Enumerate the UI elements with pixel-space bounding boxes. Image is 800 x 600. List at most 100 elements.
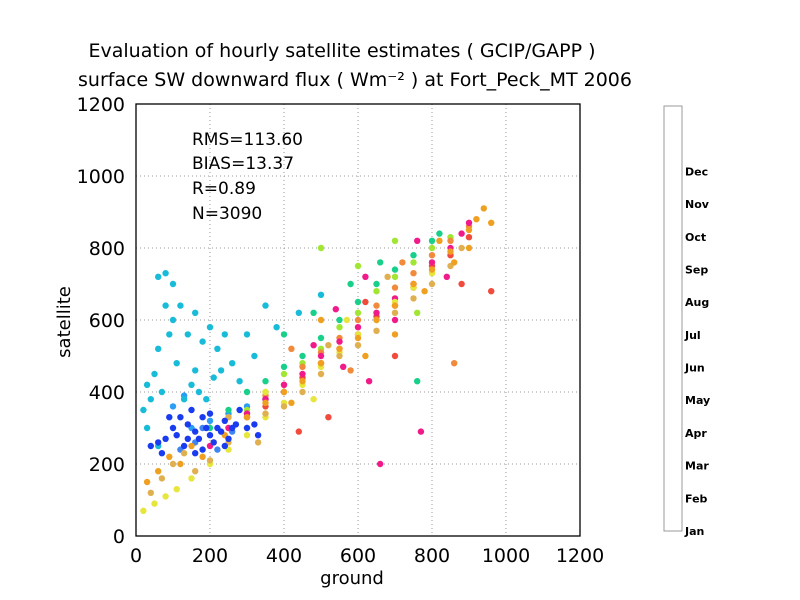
stat-rms: RMS=113.60 (192, 130, 303, 150)
point-mar-12 (229, 360, 236, 367)
point-mar-36 (192, 367, 199, 374)
x-tick-label: 1200 (556, 545, 604, 567)
x-tick-label: 400 (266, 545, 302, 567)
point-dec-12 (236, 406, 243, 414)
point-nov-20 (465, 226, 473, 234)
point-may-6 (354, 309, 362, 316)
point-jun-4 (299, 363, 306, 370)
point-mar-15 (173, 360, 180, 367)
point-nov-15 (373, 316, 380, 324)
colorbar-label-dec: Dec (685, 165, 708, 178)
stat-r: R=0.89 (192, 179, 256, 199)
point-oct-12 (336, 352, 343, 360)
point-nov-17 (410, 280, 417, 288)
point-apr-13 (280, 331, 288, 338)
point-aug-9 (373, 309, 380, 316)
colorbar-label-oct: Oct (685, 231, 706, 244)
point-jul-12 (465, 234, 473, 241)
colorbar-label-aug: Aug (685, 296, 709, 309)
point-dec-13 (243, 424, 251, 432)
x-tick-label: 0 (130, 545, 142, 567)
point-dec-8 (206, 432, 214, 439)
point-jan-2 (214, 446, 221, 453)
point-apr-9 (373, 280, 380, 288)
point-nov-2 (166, 453, 173, 460)
point-jun-11 (428, 252, 436, 259)
point-nov-28 (451, 259, 458, 266)
point-sep-4 (188, 475, 195, 482)
x-tick-label: 800 (414, 545, 450, 567)
point-dec-1 (155, 439, 162, 446)
point-mar-30 (317, 291, 325, 298)
point-mar-33 (143, 424, 151, 432)
point-oct-23 (384, 273, 391, 280)
point-mar-21 (203, 396, 210, 403)
point-mar-25 (243, 331, 251, 338)
point-mar-24 (236, 378, 243, 385)
stats-box: RMS=113.60 BIAS=13.37 R=0.89 N=3090 (192, 130, 303, 224)
y-tick-label: 1200 (77, 94, 125, 116)
y-axis-label: satellite (54, 286, 75, 358)
point-nov-10 (280, 388, 288, 396)
point-mar-3 (162, 270, 169, 277)
point-sep-0 (140, 507, 147, 514)
point-dec-2 (162, 435, 169, 442)
point-mar-9 (206, 324, 214, 331)
point-oct-14 (373, 327, 380, 334)
point-apr-11 (410, 252, 417, 259)
point-jul-16 (458, 280, 465, 288)
point-dec-3 (169, 424, 177, 432)
point-jun-16 (347, 367, 354, 374)
colorbar-label-mar: Mar (685, 460, 709, 473)
point-mar-32 (140, 406, 147, 414)
x-tick-labels: 0 200 400 600 800 1000 1200 (130, 545, 604, 567)
point-dec-23 (232, 421, 240, 428)
point-sep-1 (151, 500, 158, 507)
point-dec-6 (192, 428, 199, 435)
point-mar-26 (251, 352, 258, 360)
point-nov-5 (199, 453, 206, 460)
y-tick-label: 1000 (77, 166, 125, 188)
point-mar-18 (180, 396, 188, 403)
point-aug-14 (458, 230, 465, 237)
point-apr-10 (391, 266, 399, 273)
point-oct-16 (410, 295, 417, 302)
point-mar-17 (158, 388, 166, 396)
point-may-9 (410, 259, 417, 266)
point-apr-1 (225, 406, 232, 414)
point-oct-19 (458, 244, 465, 252)
point-may-7 (373, 288, 380, 295)
point-dec-21 (217, 428, 225, 435)
point-nov-8 (243, 414, 251, 421)
point-dec-27 (192, 450, 199, 457)
point-jun-7 (354, 316, 362, 324)
point-mar-22 (210, 374, 217, 381)
point-oct-10 (299, 388, 306, 396)
point-mar-35 (169, 280, 177, 288)
point-nov-25 (362, 352, 369, 360)
colorbar-label-nov: Nov (685, 198, 710, 211)
point-dec-31 (184, 435, 191, 442)
y-tick-label: 600 (89, 310, 125, 332)
point-apr-15 (347, 280, 354, 288)
y-tick-label: 200 (89, 454, 125, 476)
y-tick-label: 400 (89, 382, 125, 404)
point-aug-25 (310, 342, 317, 349)
point-nov-19 (447, 248, 454, 255)
point-aug-24 (340, 363, 347, 370)
point-nov-29 (465, 244, 473, 252)
point-mar-13 (155, 345, 162, 352)
point-mar-5 (177, 302, 184, 309)
point-nov-12 (317, 360, 325, 367)
point-jul-18 (391, 352, 399, 360)
point-aug-6 (317, 352, 325, 360)
point-oct-21 (254, 439, 262, 446)
point-aug-8 (354, 324, 362, 331)
point-jun-9 (391, 284, 399, 291)
point-dec-14 (158, 450, 166, 457)
point-dec-22 (225, 435, 232, 442)
point-apr-6 (317, 334, 325, 342)
point-apr-12 (428, 237, 436, 244)
point-mar-29 (295, 309, 302, 316)
point-nov-16 (391, 302, 399, 309)
